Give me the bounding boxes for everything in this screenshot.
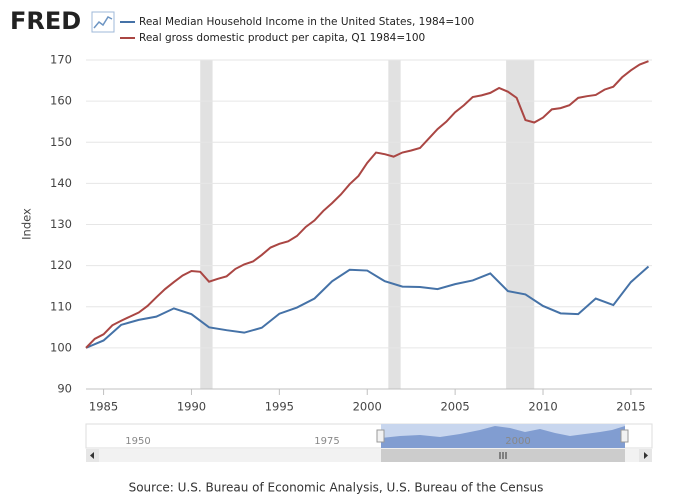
y-tick-label: 160 xyxy=(50,94,72,108)
x-tick-label: 2015 xyxy=(616,400,645,414)
x-tick-label: 1995 xyxy=(265,400,294,414)
source: Source: U.S. Bureau of Economic Analysis… xyxy=(129,481,544,495)
legend-label: Real Median Household Income in the Unit… xyxy=(139,16,474,28)
y-tick-label: 130 xyxy=(50,217,72,231)
navigator-handle[interactable] xyxy=(620,429,629,443)
x-tick-label: 2005 xyxy=(440,400,469,414)
logo: FRED xyxy=(10,7,81,35)
y-tick-label: 170 xyxy=(50,53,72,67)
scroll-left-arrow xyxy=(90,452,94,459)
y-axis-label: Index xyxy=(20,208,34,240)
legend-label: Real gross domestic product per capita, … xyxy=(139,32,425,44)
navigator-label: 2000 xyxy=(505,436,530,447)
navigator-label: 1950 xyxy=(125,436,150,447)
navigator-handle[interactable] xyxy=(376,429,385,443)
navigator: 1950 1975 2000 xyxy=(85,423,653,462)
navigator-area xyxy=(381,426,625,448)
logo-icon xyxy=(91,11,115,33)
series-line xyxy=(85,265,650,349)
navigator-label: 1975 xyxy=(314,436,339,447)
scroll-right-arrow xyxy=(644,452,648,459)
y-tick-label: 140 xyxy=(50,176,72,190)
y-tick-label: 150 xyxy=(50,135,72,149)
y-tick-label: 110 xyxy=(50,299,72,313)
x-tick-label: 1985 xyxy=(89,400,118,414)
scrollbar-grip xyxy=(499,452,507,459)
y-tick-label: 100 xyxy=(50,340,72,354)
y-tick-label: 120 xyxy=(50,258,72,272)
y-tick-label: 90 xyxy=(57,382,72,396)
x-tick-label: 2010 xyxy=(528,400,557,414)
x-tick-label: 1990 xyxy=(177,400,206,414)
series-line xyxy=(85,60,649,349)
x-tick-label: 2000 xyxy=(353,400,382,414)
